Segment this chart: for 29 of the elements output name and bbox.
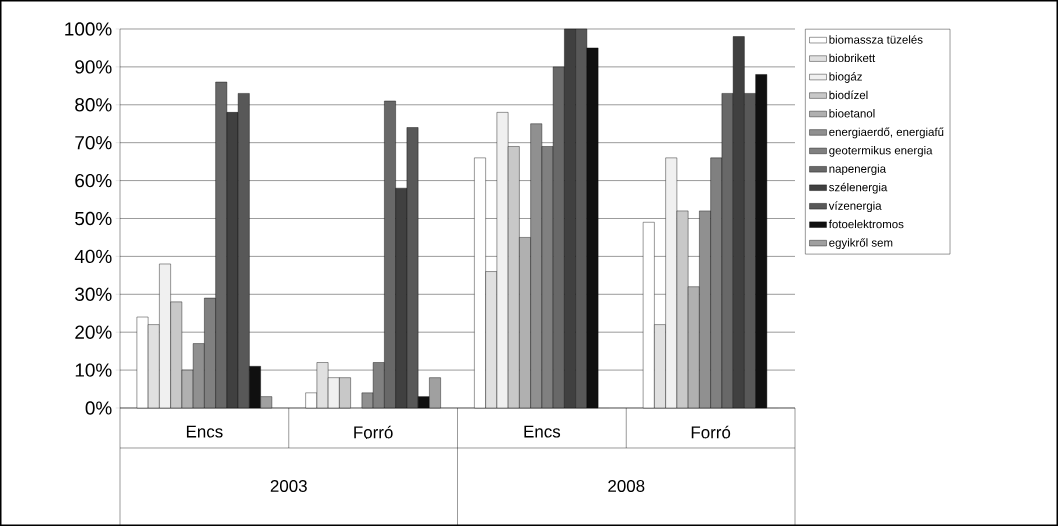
- y-tick-label: 90%: [75, 60, 112, 74]
- y-tick-label: 70%: [75, 135, 112, 150]
- y-tick-label: 40%: [74, 249, 112, 263]
- legend-label: bioetanol: [829, 109, 875, 118]
- legend-label: egyikről sem: [829, 238, 893, 249]
- legend-label: energiaerdő, energiafű: [829, 127, 944, 139]
- x-tick-label: Encs: [186, 425, 223, 438]
- y-tick-label: 20%: [75, 325, 112, 339]
- legend-label: biobrikett: [829, 53, 876, 63]
- y-tick-label: 60%: [75, 173, 112, 188]
- y-tick-label: 30%: [75, 287, 112, 301]
- x-tick-label: Forró: [691, 425, 731, 439]
- x-tick-label: Encs: [524, 425, 561, 438]
- text: 2003: [270, 479, 307, 492]
- y-tick-label: 0%: [85, 401, 112, 415]
- legend-label: biomassza tüzelés: [829, 35, 923, 44]
- text: 2008: [608, 479, 645, 492]
- legend-label: fotoelektromos: [828, 219, 904, 229]
- x-tick-label: Forró: [354, 425, 393, 439]
- legend-label: geotermikus energia: [829, 145, 933, 157]
- y-tick-label: 80%: [75, 97, 112, 112]
- y-tick-label: 100%: [65, 22, 112, 36]
- y-tick-label: 10%: [75, 363, 112, 377]
- legend-label: vízenergia: [828, 201, 882, 212]
- legend-label: szélenergia: [829, 182, 888, 194]
- legend-label: napenergia: [829, 164, 887, 175]
- legend-label: biodízel: [829, 90, 868, 100]
- legend-label: biogáz: [829, 71, 862, 83]
- y-tick-label: 50%: [75, 211, 112, 226]
